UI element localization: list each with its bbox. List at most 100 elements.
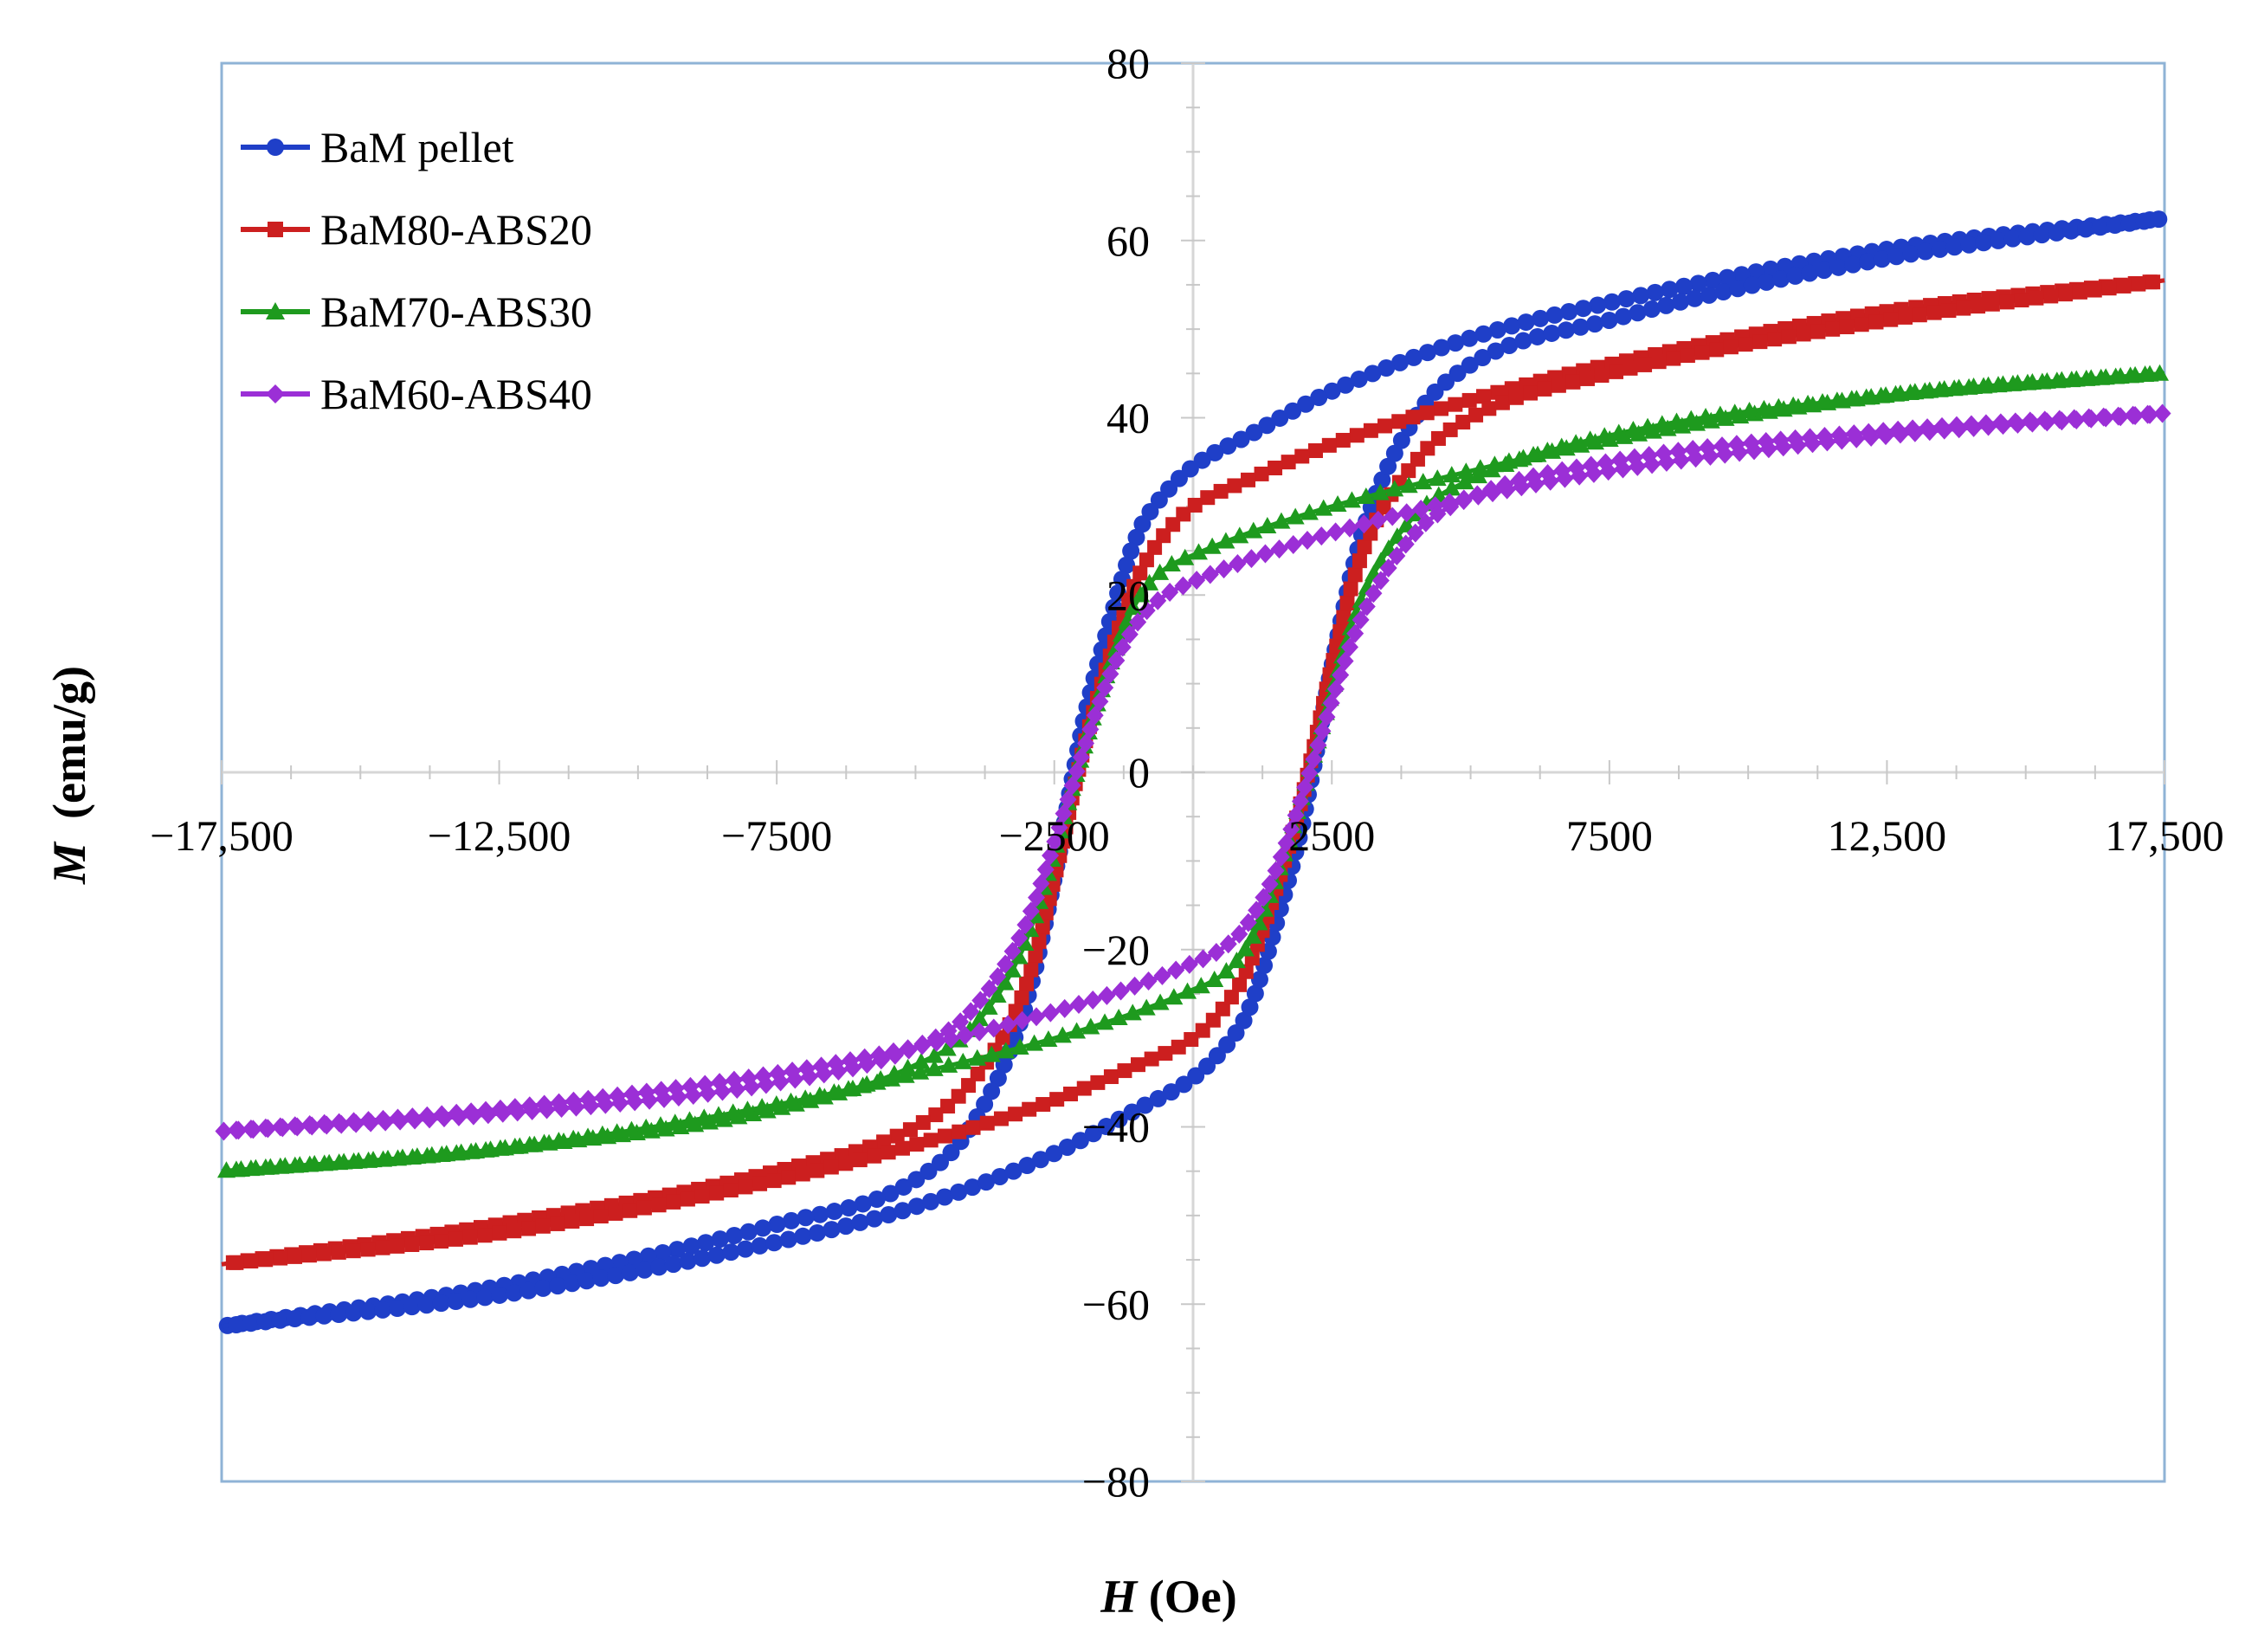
data-point xyxy=(549,1132,568,1149)
data-point xyxy=(1401,463,1416,479)
data-point xyxy=(1694,345,1710,360)
data-point xyxy=(1031,933,1047,949)
data-point xyxy=(668,1241,687,1259)
data-point xyxy=(1205,971,1224,988)
data-point xyxy=(1461,392,1477,408)
data-point xyxy=(520,1096,539,1116)
data-point xyxy=(300,1115,319,1135)
data-point xyxy=(1136,1096,1154,1114)
data-point xyxy=(635,1261,654,1279)
data-point xyxy=(1603,293,1621,311)
data-point xyxy=(827,1054,845,1074)
data-point xyxy=(1632,287,1650,305)
data-point xyxy=(2136,365,2155,383)
data-point xyxy=(1429,504,1447,524)
data-point xyxy=(1270,539,1288,559)
data-point xyxy=(736,1240,754,1258)
data-point xyxy=(462,1102,481,1122)
data-point xyxy=(795,1166,810,1182)
data-point xyxy=(1189,543,1208,560)
data-point xyxy=(996,973,1015,991)
data-point xyxy=(1589,296,1607,314)
data-point xyxy=(287,1249,303,1264)
y-tick-label: 20 xyxy=(1106,571,1150,619)
series-bam70-abs30 xyxy=(216,364,2170,1178)
data-point xyxy=(1915,382,1934,399)
data-point xyxy=(345,1152,364,1170)
data-point xyxy=(1156,528,1171,544)
data-point xyxy=(971,991,990,1010)
data-point xyxy=(1566,434,1585,451)
data-point xyxy=(1552,437,1571,455)
data-point xyxy=(330,1306,348,1324)
data-point xyxy=(1358,597,1376,616)
data-point xyxy=(1989,231,2007,249)
data-point xyxy=(682,1237,700,1255)
data-point xyxy=(1666,351,1681,366)
data-point xyxy=(1123,1003,1142,1021)
data-point xyxy=(867,1148,882,1164)
data-point xyxy=(1095,1013,1114,1030)
data-point xyxy=(2087,282,2102,298)
data-point xyxy=(696,1074,714,1094)
data-point xyxy=(2120,214,2139,232)
data-point xyxy=(227,1160,246,1178)
data-point xyxy=(1640,446,1658,466)
data-point xyxy=(1956,300,1971,316)
data-point xyxy=(1023,962,1039,978)
data-point xyxy=(754,1219,772,1237)
data-point xyxy=(725,1070,743,1090)
data-point xyxy=(1414,473,1433,490)
data-point xyxy=(1022,901,1040,921)
data-point xyxy=(970,1066,985,1081)
data-point xyxy=(1902,245,1920,263)
x-tick-label: −7500 xyxy=(721,811,832,860)
data-point xyxy=(811,1205,829,1223)
data-point xyxy=(563,1274,581,1293)
data-point xyxy=(1025,1034,1044,1051)
data-point xyxy=(1364,365,1382,383)
data-point xyxy=(636,1118,655,1135)
data-point xyxy=(1801,428,1819,448)
data-point xyxy=(1829,258,1848,276)
data-point xyxy=(1230,924,1248,944)
data-point xyxy=(1442,422,1458,437)
data-point xyxy=(1328,494,1347,512)
data-point xyxy=(1609,364,1624,379)
data-point xyxy=(854,1195,872,1213)
data-point xyxy=(2062,222,2081,240)
data-point xyxy=(1686,289,1704,307)
data-point xyxy=(723,1183,739,1198)
data-point xyxy=(1815,261,1833,280)
data-point xyxy=(550,1216,565,1231)
data-point xyxy=(810,1163,825,1178)
data-point xyxy=(462,1229,478,1245)
data-point xyxy=(506,1223,522,1239)
data-point xyxy=(881,1184,900,1203)
data-point xyxy=(1032,874,1050,894)
data-point xyxy=(258,1252,274,1268)
data-point xyxy=(359,1302,377,1320)
data-point xyxy=(913,1036,932,1055)
data-point xyxy=(1873,250,1891,268)
y-tick-label: 0 xyxy=(1128,748,1150,797)
data-point xyxy=(1430,430,1446,446)
data-point xyxy=(1254,466,1269,481)
data-point xyxy=(1579,371,1595,386)
data-point xyxy=(1229,553,1247,573)
data-point xyxy=(1758,273,1776,291)
data-point xyxy=(1476,389,1492,404)
data-point xyxy=(492,1225,507,1241)
data-point xyxy=(1726,403,1745,421)
legend-item-bam-pellet: BaM pellet xyxy=(241,123,514,171)
data-point xyxy=(1405,410,1421,425)
data-point xyxy=(797,1209,815,1227)
data-point xyxy=(927,1032,945,1052)
y-tick-label: −20 xyxy=(1082,926,1150,974)
data-point xyxy=(1825,321,1841,337)
data-point xyxy=(1036,860,1055,880)
data-point xyxy=(330,1113,348,1133)
data-point xyxy=(1031,1151,1049,1169)
data-point xyxy=(417,1296,435,1314)
data-point xyxy=(2121,366,2140,384)
